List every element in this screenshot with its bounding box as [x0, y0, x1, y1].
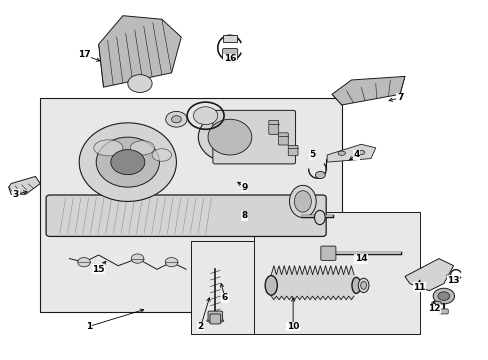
Polygon shape	[331, 76, 404, 105]
Polygon shape	[404, 258, 453, 291]
Polygon shape	[326, 144, 375, 162]
Text: 8: 8	[241, 211, 247, 220]
Text: 13: 13	[447, 275, 459, 284]
Bar	[254, 212, 419, 334]
Circle shape	[171, 116, 181, 123]
FancyBboxPatch shape	[287, 145, 297, 156]
Text: 5: 5	[309, 150, 315, 159]
Text: 9: 9	[241, 183, 247, 192]
Ellipse shape	[206, 319, 224, 323]
Ellipse shape	[198, 112, 261, 162]
Ellipse shape	[79, 123, 176, 202]
FancyBboxPatch shape	[212, 111, 295, 164]
Polygon shape	[99, 16, 181, 87]
Ellipse shape	[337, 151, 345, 156]
Ellipse shape	[207, 119, 251, 155]
Ellipse shape	[351, 277, 360, 293]
FancyBboxPatch shape	[439, 309, 447, 314]
Text: 17: 17	[78, 50, 90, 59]
Text: 16: 16	[223, 54, 236, 63]
Text: 3: 3	[13, 190, 19, 199]
Ellipse shape	[357, 150, 364, 155]
FancyBboxPatch shape	[222, 49, 237, 60]
Circle shape	[165, 111, 187, 127]
Polygon shape	[9, 176, 40, 194]
Circle shape	[165, 257, 178, 267]
Bar	[191, 241, 259, 334]
Ellipse shape	[152, 149, 171, 161]
Ellipse shape	[314, 210, 325, 225]
Circle shape	[315, 171, 325, 179]
Text: 15: 15	[92, 265, 104, 274]
Ellipse shape	[111, 150, 144, 175]
Text: 12: 12	[427, 304, 440, 313]
Text: 2: 2	[197, 322, 203, 331]
Ellipse shape	[130, 141, 154, 155]
Bar	[222, 35, 237, 42]
Circle shape	[432, 288, 454, 304]
Circle shape	[78, 257, 90, 267]
Circle shape	[127, 75, 152, 93]
Ellipse shape	[360, 282, 366, 289]
FancyBboxPatch shape	[268, 120, 278, 134]
Text: 14: 14	[354, 254, 367, 263]
Text: 4: 4	[352, 150, 359, 159]
Ellipse shape	[96, 137, 159, 187]
FancyBboxPatch shape	[207, 311, 222, 321]
FancyBboxPatch shape	[209, 314, 220, 324]
Text: 7: 7	[396, 93, 403, 102]
FancyBboxPatch shape	[46, 195, 325, 237]
Ellipse shape	[94, 140, 122, 156]
Ellipse shape	[431, 301, 441, 305]
Text: 6: 6	[222, 293, 228, 302]
Text: 11: 11	[412, 283, 425, 292]
Circle shape	[131, 254, 143, 263]
Bar	[40, 98, 341, 312]
FancyBboxPatch shape	[278, 133, 287, 145]
Ellipse shape	[289, 185, 316, 217]
FancyBboxPatch shape	[320, 246, 335, 260]
Circle shape	[437, 292, 449, 300]
Text: 1: 1	[85, 322, 92, 331]
Ellipse shape	[264, 275, 277, 295]
Ellipse shape	[294, 191, 311, 212]
Text: 10: 10	[286, 322, 299, 331]
Ellipse shape	[358, 278, 368, 293]
Circle shape	[193, 107, 217, 125]
